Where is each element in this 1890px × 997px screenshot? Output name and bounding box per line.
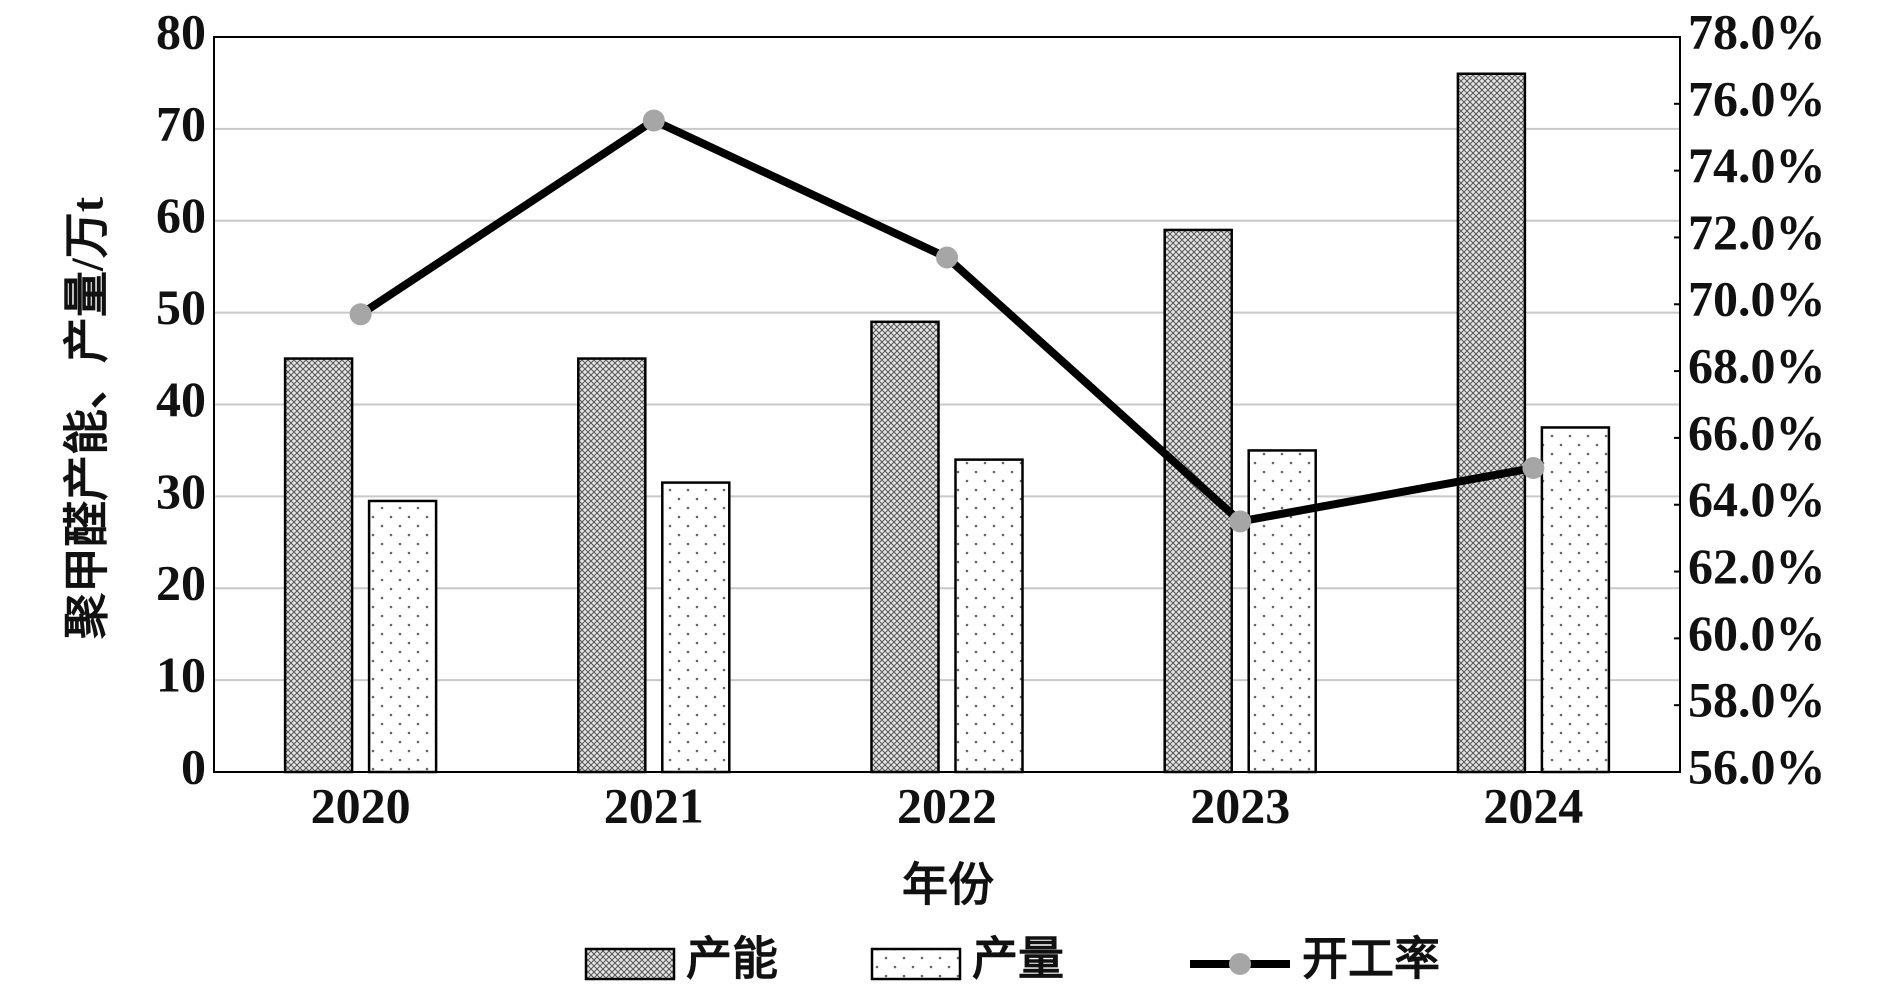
y2-tick-label: 60.0% [1688,605,1826,661]
y-tick-label: 80 [156,3,206,59]
line-marker [1522,456,1545,479]
y-tick-label: 50 [156,279,206,335]
x-tick-label: 2024 [1483,777,1583,833]
bar [870,320,940,774]
y2-tick-label: 76.0% [1688,70,1826,126]
y-tick-label: 40 [156,371,206,427]
bar [1247,449,1317,774]
line-marker [1229,510,1252,533]
y-tick-label: 10 [156,647,206,703]
legend-label: 产量 [972,934,1064,985]
y2-tick-label: 74.0% [1688,137,1826,193]
x-tick-label: 2022 [897,777,997,833]
bar [577,357,647,774]
y2-tick-label: 68.0% [1688,338,1826,394]
line [358,116,1535,526]
y2-tick-label: 56.0% [1688,738,1826,794]
x-axis-title: 年份 [902,860,994,911]
y-tick-label: 60 [156,187,206,243]
bar [1456,72,1527,774]
bar [367,499,438,774]
legend-label: 开工率 [1302,934,1440,985]
x-tick-label: 2021 [604,777,704,833]
y2-tick-label: 72.0% [1688,204,1826,260]
y2-tick-label: 66.0% [1688,404,1826,460]
bar [283,357,354,774]
y2-tick-label: 70.0% [1688,271,1826,327]
line-marker [936,246,958,269]
legend-marker [1229,953,1251,975]
y2-tick-label: 62.0% [1688,538,1826,594]
x-tick-label: 2023 [1190,777,1290,833]
line-marker [642,109,665,132]
y-tick-label: 0 [181,738,206,794]
y-tick-label: 30 [156,463,206,519]
y-tick-label: 70 [156,95,206,151]
y2-tick-label: 64.0% [1688,471,1826,527]
x-tick-label: 2020 [311,777,411,833]
legend-swatch [870,947,962,981]
y-axis-title: 聚甲醛产能、产量/万t [62,196,113,640]
y2-tick-label: 58.0% [1688,672,1826,728]
y-tick-label: 20 [156,555,206,611]
legend-swatch [584,947,676,981]
bar [954,458,1024,774]
bar [1540,426,1611,774]
bar [661,481,731,774]
legend-label: 产能 [686,934,778,985]
y2-tick-label: 78.0% [1688,3,1826,59]
plot-frame [213,36,1681,773]
line-marker [349,303,372,326]
